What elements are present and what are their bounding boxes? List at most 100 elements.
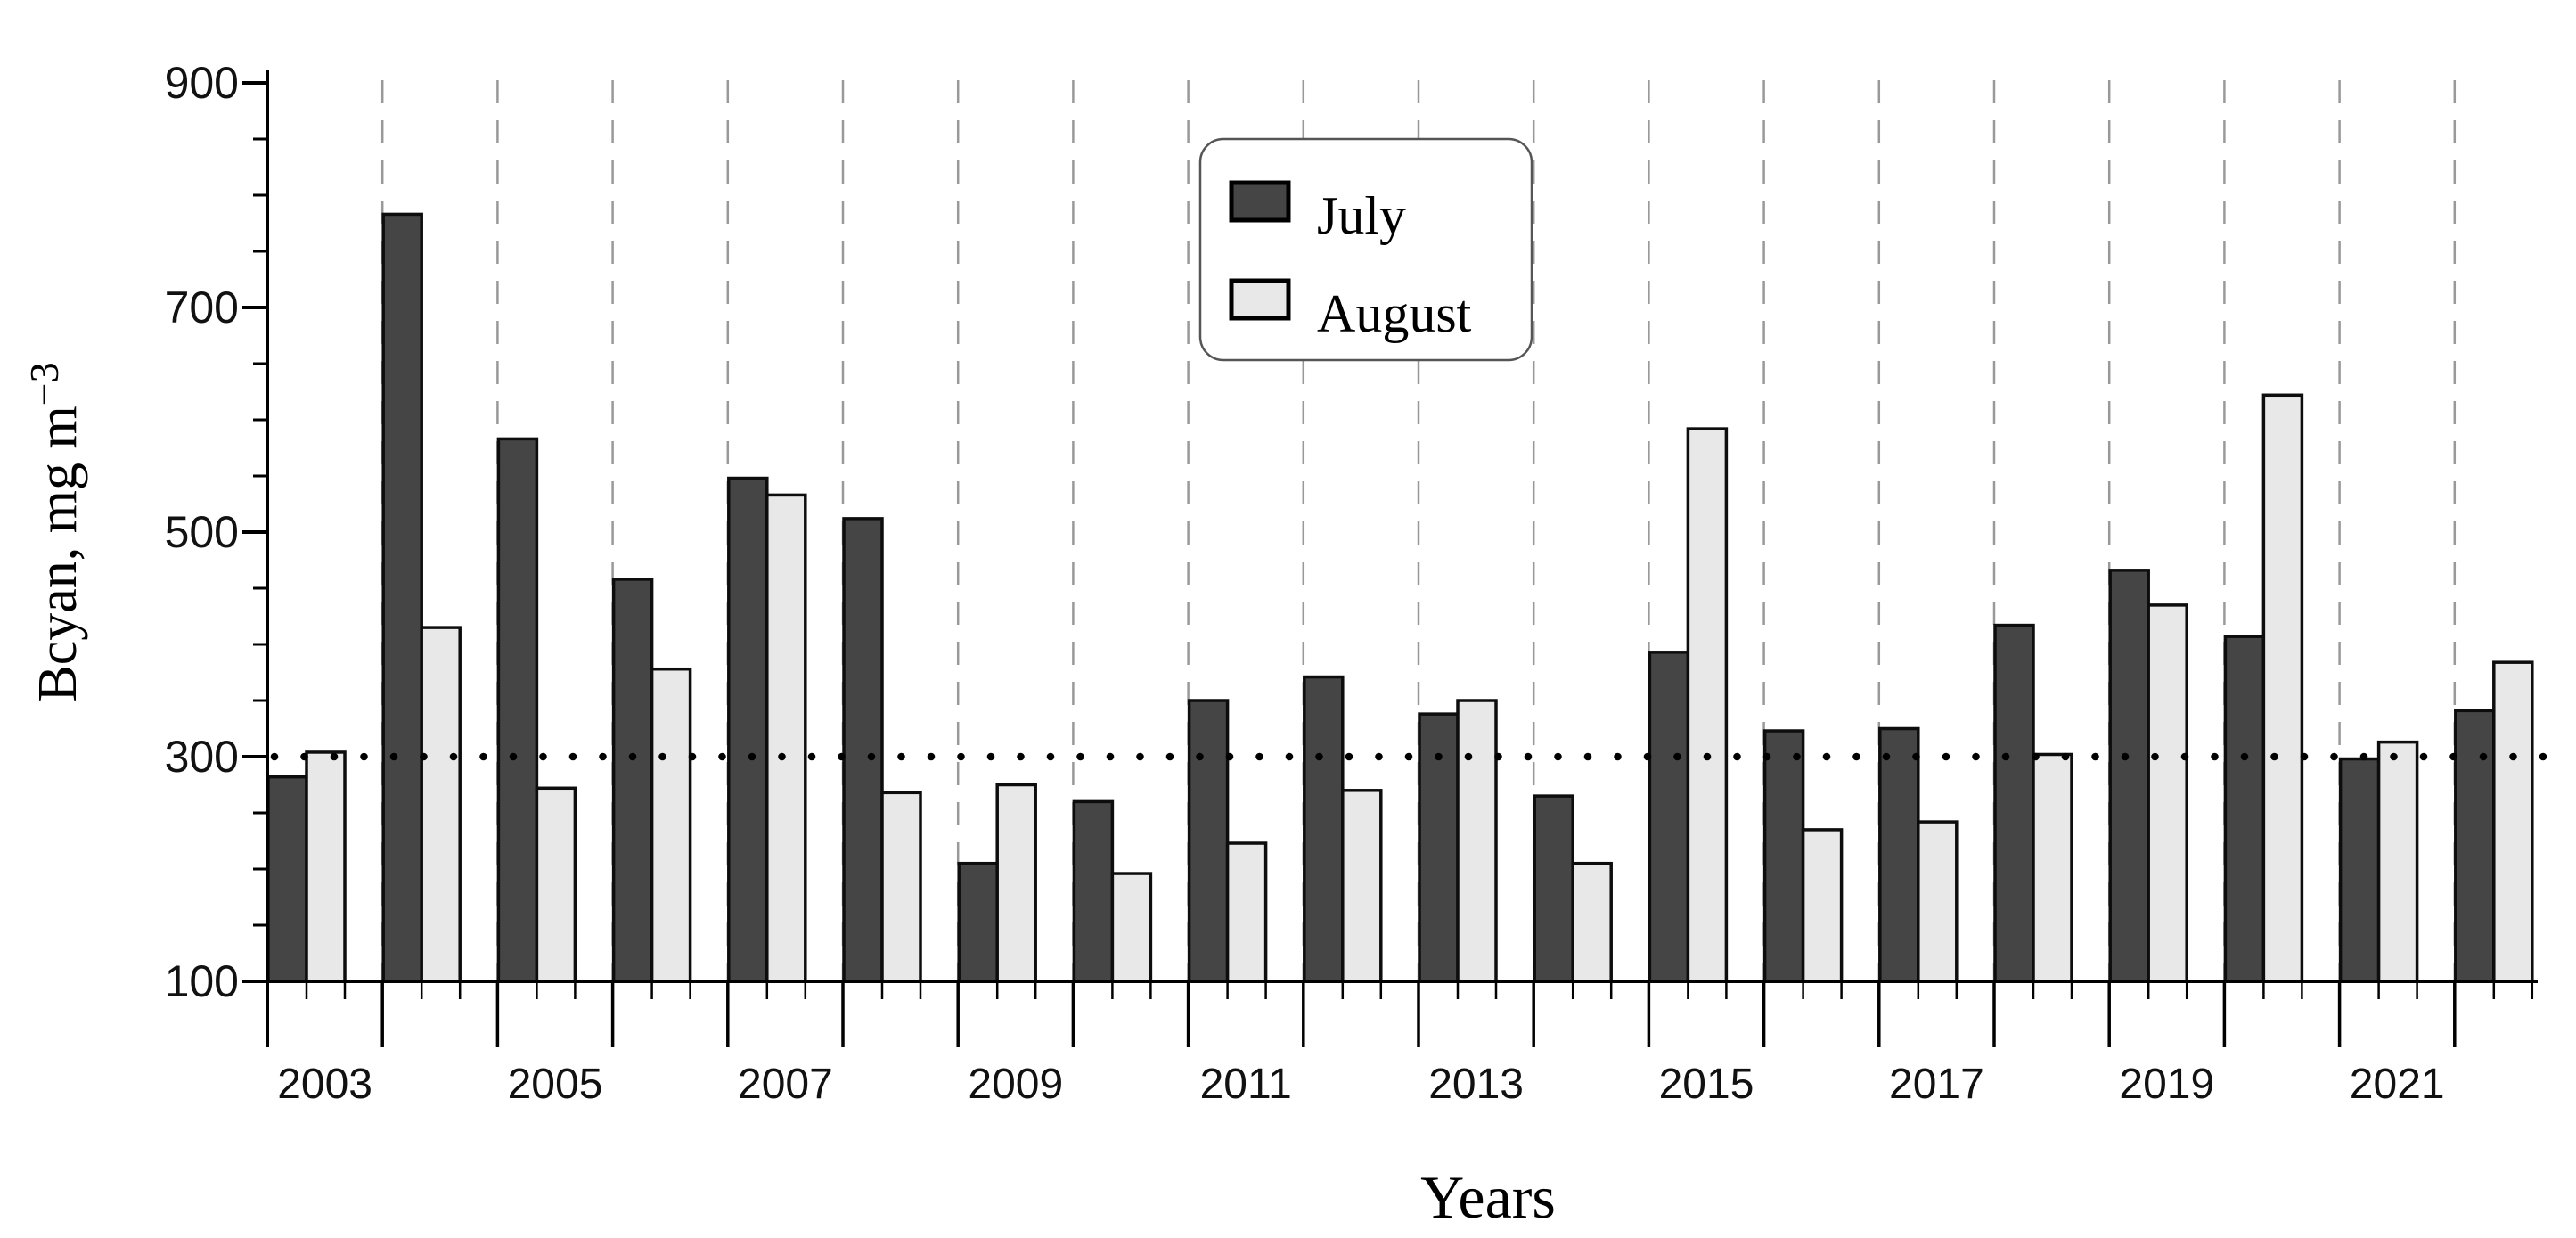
- reference-line-dot: [1822, 752, 1831, 761]
- reference-line-dot: [867, 752, 876, 761]
- bars-layer: [266, 212, 2534, 983]
- reference-line-dot: [2001, 752, 2010, 761]
- reference-line-dot: [1017, 752, 1025, 761]
- legend-swatch-july: [1229, 180, 1291, 223]
- reference-line-dot: [2330, 752, 2338, 761]
- reference-line-dot: [2479, 752, 2488, 761]
- reference-line-dot: [2091, 752, 2099, 761]
- bar-july-2012: [1303, 675, 1345, 983]
- bar-august-2021: [2376, 740, 2419, 983]
- reference-line-dot: [2061, 752, 2070, 761]
- reference-line-dot: [957, 752, 965, 761]
- bar-july-2008: [842, 517, 884, 983]
- reference-line-dot: [479, 752, 487, 761]
- reference-line-dot: [300, 752, 308, 761]
- y-tick-label-700: 700: [165, 283, 239, 332]
- reference-line-dot: [330, 752, 339, 761]
- reference-line-dot: [658, 752, 666, 761]
- x-tick-label-2017: 2017: [1889, 1061, 1984, 1108]
- reference-line-dot: [1524, 752, 1533, 761]
- bar-july-2004: [381, 212, 423, 983]
- reference-line-dot: [1046, 752, 1055, 761]
- bar-august-2015: [1686, 427, 1729, 983]
- reference-line-dot: [1882, 752, 1891, 761]
- reference-line-dot: [1793, 752, 1801, 761]
- bar-august-2009: [995, 783, 1037, 983]
- reference-line-dot: [2211, 752, 2219, 761]
- reference-line-dot: [1942, 752, 1950, 761]
- bar-august-2014: [1571, 861, 1613, 983]
- reference-line-dot: [1494, 752, 1502, 761]
- reference-line-dot: [1435, 752, 1443, 761]
- y-tick-label-100: 100: [165, 956, 239, 1006]
- y-tick-label-900: 900: [165, 58, 239, 108]
- reference-line-dot: [1972, 752, 1980, 761]
- reference-line-dot: [1404, 752, 1413, 761]
- bar-august-2022: [2492, 660, 2534, 983]
- reference-line-dot: [897, 752, 905, 761]
- legend-label-august: August: [1317, 284, 1472, 343]
- legend-label-july: July: [1317, 186, 1406, 245]
- reference-line-dot: [1345, 752, 1353, 761]
- reference-line-dot: [1255, 752, 1263, 761]
- y-tick-label-300: 300: [165, 732, 239, 782]
- reference-line-dot: [389, 752, 398, 761]
- bar-august-2006: [650, 667, 692, 983]
- reference-line-dot: [1196, 752, 1204, 761]
- reference-line-dot: [1643, 752, 1652, 761]
- reference-line-dot: [270, 752, 279, 761]
- bar-august-2004: [420, 626, 462, 983]
- reference-line-dot: [2180, 752, 2189, 761]
- reference-line-dot: [1912, 752, 1920, 761]
- x-tick-label-2021: 2021: [2350, 1061, 2445, 1108]
- bar-july-2015: [1648, 651, 1690, 983]
- legend: July August: [1198, 137, 1533, 362]
- bar-august-2008: [880, 791, 922, 983]
- bar-august-2003: [305, 750, 347, 983]
- reference-line-dot: [1076, 752, 1084, 761]
- reference-line-dot: [2449, 752, 2457, 761]
- reference-line-dot: [986, 752, 995, 761]
- reference-line-dot: [1106, 752, 1115, 761]
- reference-line-dot: [360, 752, 368, 761]
- reference-line-dot: [2151, 752, 2159, 761]
- reference-line-dot: [2359, 752, 2368, 761]
- reference-line-dot: [2032, 752, 2040, 761]
- x-tick-label-2009: 2009: [968, 1061, 1063, 1108]
- bar-august-2016: [1801, 828, 1844, 983]
- reference-line-dot: [778, 752, 786, 761]
- bar-july-2022: [2454, 709, 2496, 983]
- reference-line-dot: [1375, 752, 1383, 761]
- reference-line-dot: [2509, 752, 2517, 761]
- bar-july-2010: [1072, 799, 1115, 983]
- reference-line-dot: [1554, 752, 1562, 761]
- y-axis-title: Bcyan, mg m−3: [21, 362, 88, 701]
- bar-july-2014: [1533, 794, 1574, 983]
- bar-august-2005: [535, 786, 577, 983]
- reference-line-dot: [2121, 752, 2130, 761]
- bar-july-2007: [727, 476, 769, 983]
- x-axis-title: Years: [1420, 1163, 1556, 1231]
- reference-line-dot: [2419, 752, 2428, 761]
- bar-august-2017: [1917, 820, 1959, 983]
- bar-july-2009: [957, 861, 999, 983]
- x-tick-label-2011: 2011: [1200, 1061, 1292, 1108]
- bar-august-2019: [2147, 603, 2188, 983]
- bar-july-2005: [496, 437, 539, 983]
- reference-line-dot: [688, 752, 697, 761]
- reference-line-dot: [509, 752, 518, 761]
- reference-line-dot: [1614, 752, 1622, 761]
- reference-line-dot: [449, 752, 458, 761]
- reference-line-dot: [2300, 752, 2309, 761]
- reference-line-dot: [1285, 752, 1294, 761]
- reference-line-dot: [807, 752, 816, 761]
- x-tick-label-2019: 2019: [2119, 1061, 2214, 1108]
- y-tick-label-500: 500: [165, 507, 239, 557]
- reference-line-dot: [2240, 752, 2249, 761]
- reference-line-dot: [1225, 752, 1234, 761]
- x-tick-label-2005: 2005: [508, 1061, 603, 1108]
- bar-july-2018: [1993, 623, 2035, 983]
- reference-line-dot: [568, 752, 577, 761]
- reference-line-dot: [420, 752, 428, 761]
